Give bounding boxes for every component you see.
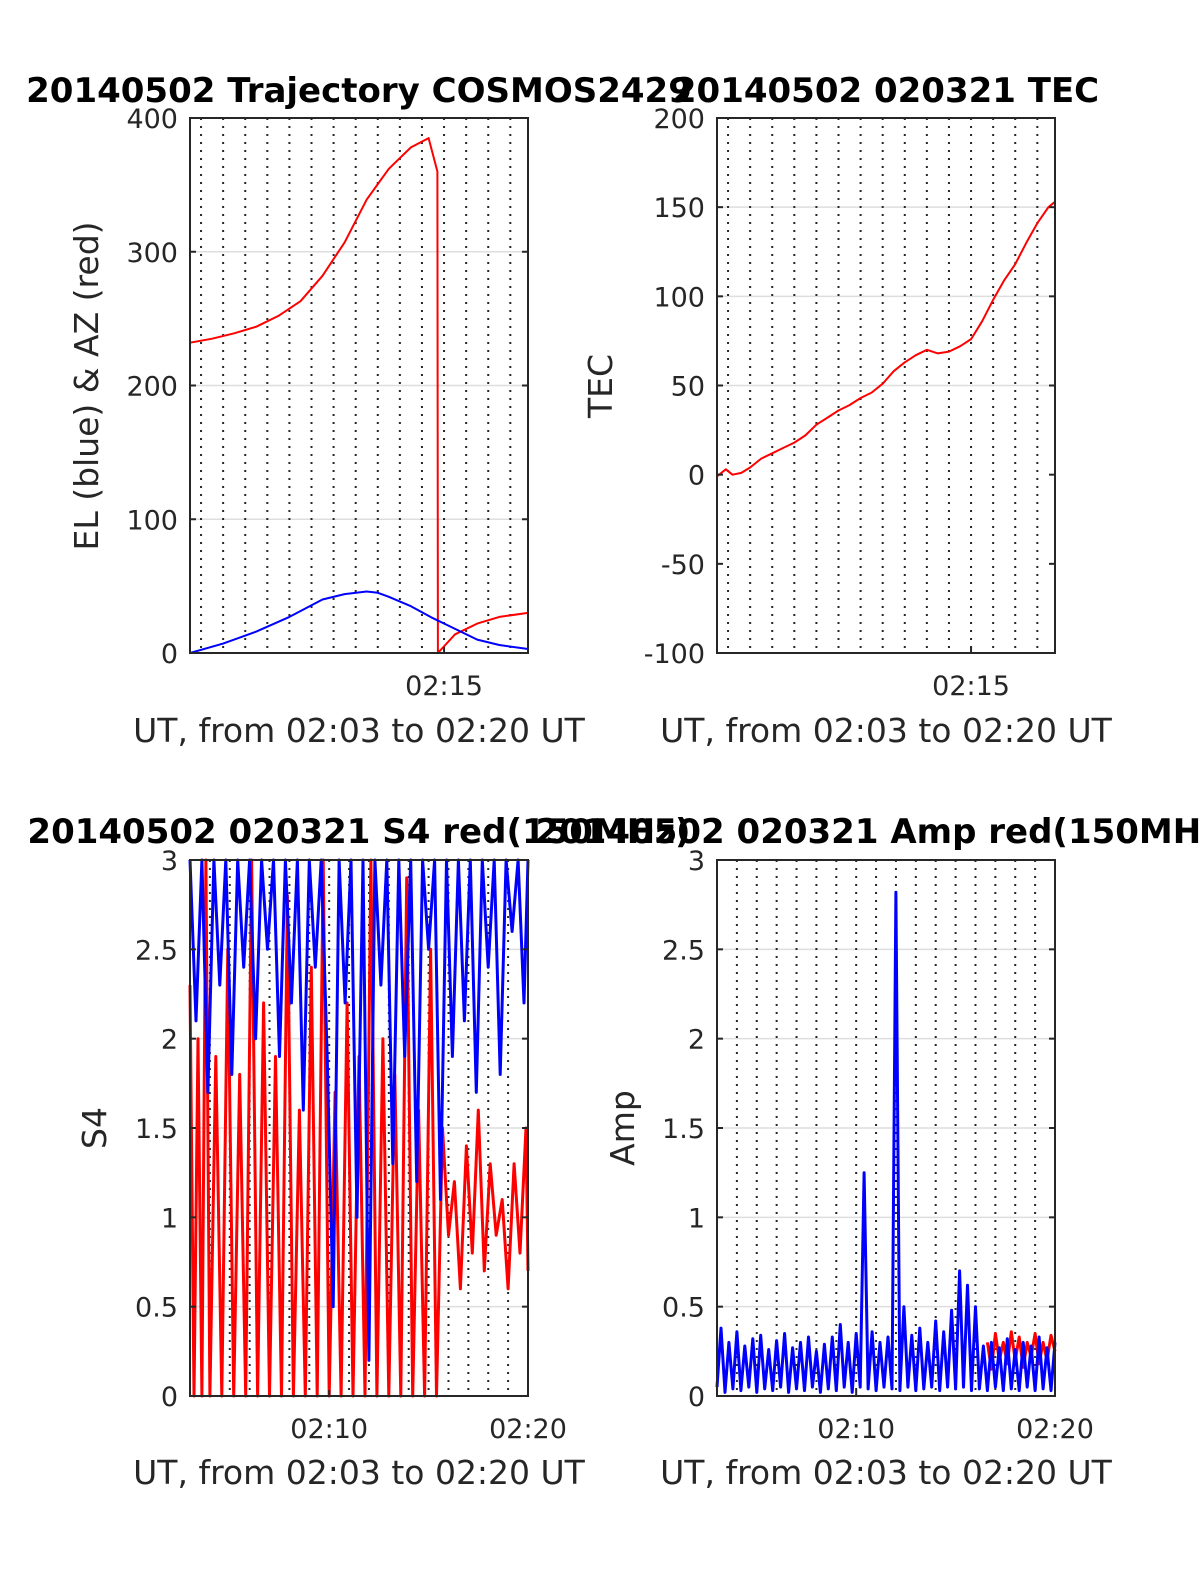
x-tick-label: 02:10: [817, 1414, 895, 1445]
y-tick-label: 2: [161, 1025, 178, 1056]
x-axis-label: UT, from 02:03 to 02:20 UT: [660, 711, 1113, 750]
x-tick-label: 02:15: [932, 671, 1010, 702]
chart-title: 20140502 020321 S4 red(150MHz): [27, 812, 690, 852]
y-tick-label: 0: [161, 639, 178, 670]
y-tick-label: 2: [688, 1025, 705, 1056]
y-tick-label: 2.5: [135, 935, 178, 966]
y-tick-label: 1: [161, 1203, 178, 1234]
chart-title: 20140502 Trajectory COSMOS2429: [26, 71, 692, 111]
series-line-blue: [188, 858, 530, 1362]
x-axis-label: UT, from 02:03 to 02:20 UT: [660, 1453, 1113, 1492]
y-tick-label: 300: [126, 238, 178, 269]
panel-trajectory: 0 100 200 300 400 02:15 20140502 Trajectory C…: [26, 71, 692, 750]
y-tick-label: 400: [126, 104, 178, 135]
panel-amp: 0 0.5 1 1.5 2 2.5 3 02:10 02:20 20140502 020321 …: [535, 812, 1200, 1492]
y-axis-label: Amp: [603, 1090, 642, 1166]
panel-tec: -100 -50 0 50 100 150 200 02:15 20140502 020321…: [581, 71, 1113, 750]
y-tick-label: 100: [126, 505, 178, 536]
y-tick-label: -100: [644, 639, 705, 670]
y-tick-label: 0: [688, 461, 705, 492]
series-line-blue: [715, 890, 1057, 1394]
x-tick-label: 02:20: [1016, 1414, 1094, 1445]
y-tick-label: 0: [688, 1382, 705, 1413]
y-tick-label: 50: [671, 372, 705, 403]
chart-title: 20140502 020321 Amp red(150MHz): [535, 812, 1200, 852]
y-tick-label: 150: [653, 193, 705, 224]
y-tick-label: 0.5: [662, 1293, 705, 1324]
y-tick-label: 0: [161, 1382, 178, 1413]
panel-s4: 0 0.5 1 1.5 2 2.5 3 02:10 02:20 20140502 020321 …: [27, 812, 690, 1492]
y-tick-label: 100: [653, 282, 705, 313]
y-axis-label: EL (blue) & AZ (red): [67, 221, 106, 550]
x-axis-label: UT, from 02:03 to 02:20 UT: [133, 1453, 586, 1492]
y-tick-label: 0.5: [135, 1293, 178, 1324]
series-line-red: [188, 858, 530, 1398]
x-axis-label: UT, from 02:03 to 02:20 UT: [133, 711, 586, 750]
y-axis-label: S4: [75, 1107, 114, 1149]
y-tick-label: 200: [126, 372, 178, 403]
y-tick-label: 2.5: [662, 935, 705, 966]
x-tick-label: 02:15: [405, 671, 483, 702]
y-tick-label: 3: [688, 846, 705, 877]
y-tick-label: 200: [653, 104, 705, 135]
x-tick-label: 02:10: [290, 1414, 368, 1445]
y-tick-label: 1.5: [135, 1114, 178, 1145]
y-tick-label: 1.5: [662, 1114, 705, 1145]
x-tick-label: 02:20: [489, 1414, 567, 1445]
series-line-tec: [716, 201, 1056, 478]
y-tick-label: 3: [161, 846, 178, 877]
series-line-az: [189, 137, 529, 654]
chart-title: 20140502 020321 TEC: [673, 71, 1099, 111]
y-tick-label: 1: [688, 1203, 705, 1234]
y-axis-label: TEC: [581, 354, 620, 419]
y-tick-label: -50: [661, 550, 705, 581]
series-line-el: [189, 590, 529, 654]
